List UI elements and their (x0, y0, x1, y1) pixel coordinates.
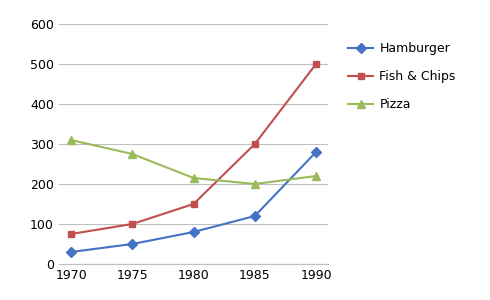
Fish & Chips (252, 142, 258, 146)
Line: Hamburger: Hamburger (68, 148, 319, 256)
Fish & Chips (191, 202, 196, 206)
Pizza (68, 138, 74, 142)
Pizza (313, 174, 319, 178)
Hamburger (68, 250, 74, 254)
Hamburger (313, 150, 319, 154)
Fish & Chips (68, 232, 74, 236)
Fish & Chips (313, 62, 319, 66)
Line: Fish & Chips: Fish & Chips (68, 61, 319, 238)
Line: Pizza: Pizza (67, 136, 320, 188)
Legend: Hamburger, Fish & Chips, Pizza: Hamburger, Fish & Chips, Pizza (348, 42, 456, 111)
Hamburger (129, 242, 135, 246)
Pizza (129, 152, 135, 156)
Fish & Chips (129, 222, 135, 226)
Pizza (252, 182, 258, 186)
Hamburger (252, 214, 258, 218)
Pizza (191, 176, 196, 180)
Hamburger (191, 230, 196, 234)
